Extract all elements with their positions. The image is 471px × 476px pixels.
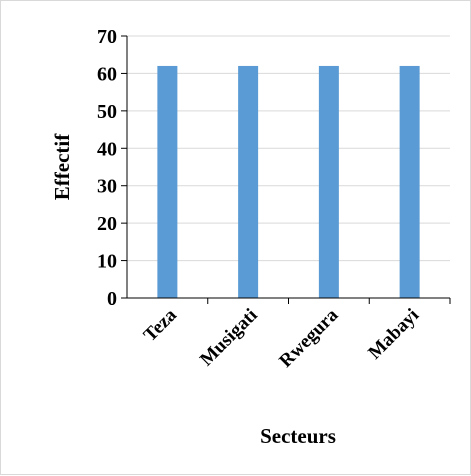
x-tick-label: Mabayi <box>364 305 423 364</box>
x-axis-title: Secteurs <box>260 424 336 448</box>
y-tick-label: 20 <box>97 213 117 235</box>
bar-musigati <box>238 65 259 298</box>
x-tick-label: Musigati <box>196 305 262 371</box>
y-tick-label: 40 <box>97 138 117 160</box>
y-tick-label: 60 <box>97 63 117 85</box>
y-tick-label: 0 <box>107 288 117 310</box>
y-tick-label: 30 <box>97 176 117 198</box>
bar-teza <box>157 65 178 298</box>
y-tick-label: 70 <box>97 26 117 48</box>
x-tick-label: Rwegura <box>275 304 342 371</box>
bar-rwegura <box>318 65 339 298</box>
tick-labels: 0 10 20 30 40 50 60 70 Teza Musigati Rwegura Mabayi <box>97 26 423 372</box>
gridlines <box>127 35 450 262</box>
bar-mabayi <box>399 65 420 298</box>
bars <box>157 65 420 298</box>
x-tick-label: Teza <box>140 304 182 346</box>
y-axis-title: Effectif <box>50 133 74 200</box>
y-tick-label: 50 <box>97 101 117 123</box>
y-tick-label: 10 <box>97 251 117 273</box>
axes <box>121 35 451 304</box>
